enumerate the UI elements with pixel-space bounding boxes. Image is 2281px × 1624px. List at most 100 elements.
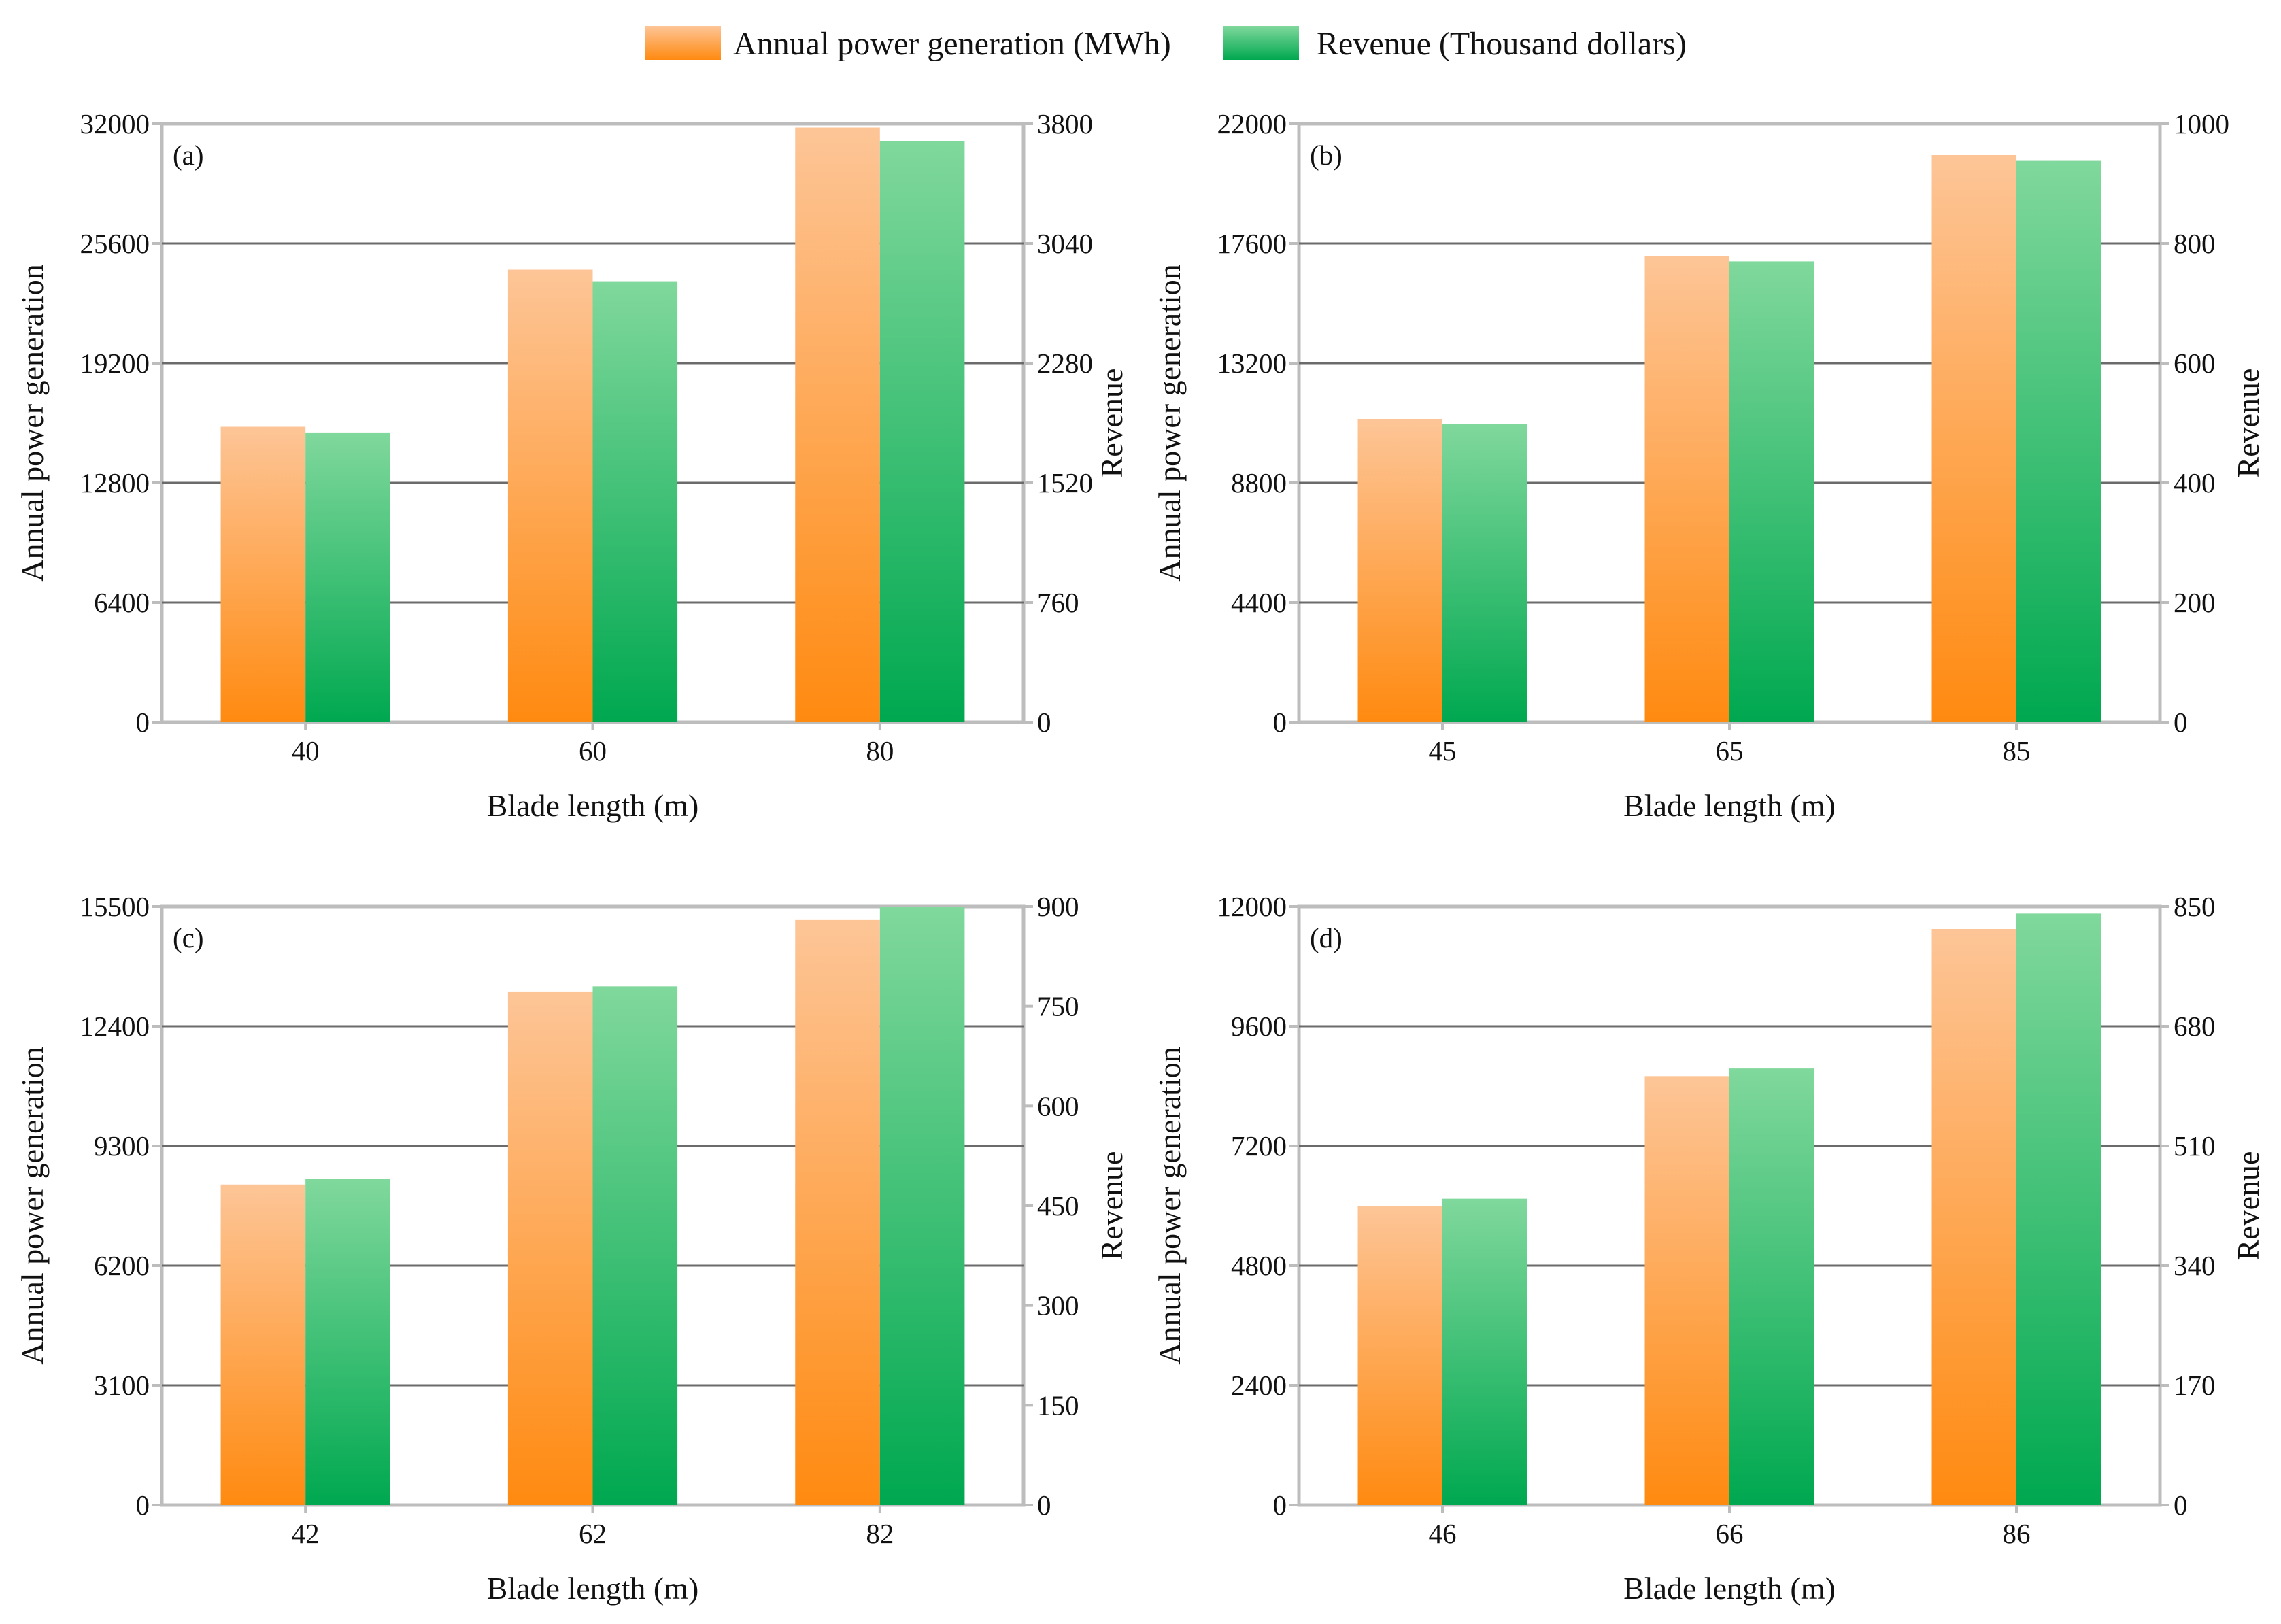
y-axis-title-left: Annual power generation (1152, 1047, 1187, 1365)
x-axis-title: Blade length (m) (487, 788, 699, 823)
bar-power (220, 1184, 306, 1505)
bar-power (1931, 929, 2016, 1505)
left-tick-label: 9300 (94, 1130, 150, 1162)
legend-swatch-revenue (1223, 26, 1299, 60)
right-tick-label: 2280 (1037, 348, 1093, 379)
left-tick-label: 25600 (80, 228, 150, 259)
right-tick-label: 900 (1037, 891, 1079, 922)
bar-revenue (2016, 160, 2101, 722)
left-tick-label: 8800 (1231, 467, 1287, 498)
right-tick-label: 0 (2174, 1489, 2188, 1521)
bar-power (1644, 1076, 1729, 1505)
right-tick-label: 150 (1037, 1389, 1079, 1421)
bar-power (1644, 256, 1729, 722)
x-tick-label: 46 (1429, 1518, 1457, 1549)
right-tick-label: 0 (2174, 707, 2188, 738)
x-tick-label: 86 (2003, 1518, 2031, 1549)
y-axis-title-right: Revenue (2231, 1151, 2265, 1261)
right-tick-label: 760 (1037, 587, 1079, 618)
x-tick-label: 42 (292, 1518, 320, 1549)
chart-panel-1: 0 6400 12800 19200 25600 32000 0 760 1520 2280 304… (15, 108, 1129, 823)
x-tick-label: 65 (1716, 735, 1744, 766)
x-tick-label: 66 (1716, 1518, 1744, 1549)
right-tick-label: 450 (1037, 1190, 1079, 1221)
left-tick-label: 13200 (1217, 348, 1287, 379)
bar-revenue (1729, 261, 1814, 722)
left-tick-label: 12400 (80, 1011, 150, 1042)
x-tick-label: 40 (292, 735, 320, 766)
left-tick-label: 9600 (1231, 1011, 1287, 1042)
bar-power (1357, 1206, 1442, 1505)
legend: Annual power generation (MWh) Revenue (T… (645, 26, 1687, 62)
left-tick-label: 22000 (1217, 108, 1287, 139)
left-tick-label: 15500 (80, 891, 150, 922)
bar-revenue (1729, 1068, 1814, 1505)
x-axis-title: Blade length (m) (487, 1571, 699, 1606)
left-tick-label: 0 (136, 1489, 150, 1521)
panel-label: (b) (1310, 139, 1342, 171)
chart-panel-3: 0 3100 6200 9300 12400 15500 0 150 300 450 600 750 9… (15, 891, 1129, 1606)
left-tick-label: 12000 (1217, 891, 1287, 922)
left-tick-label: 0 (1273, 707, 1287, 738)
chart-panels: 0 6400 12800 19200 25600 32000 0 760 1520 2280 304… (15, 108, 2265, 1606)
chart-panel-4: 0 2400 4800 7200 9600 12000 0 170 340 510 680 850 46… (1152, 891, 2265, 1606)
bar-revenue (592, 281, 678, 722)
right-tick-label: 850 (2174, 891, 2216, 922)
panel-label: (a) (173, 139, 204, 171)
right-tick-label: 3800 (1037, 108, 1093, 139)
right-tick-label: 3040 (1037, 228, 1093, 259)
x-tick-label: 85 (2003, 735, 2031, 766)
left-tick-label: 3100 (94, 1370, 150, 1401)
bar-revenue (592, 986, 678, 1505)
right-tick-label: 300 (1037, 1290, 1079, 1321)
right-tick-label: 600 (2174, 348, 2216, 379)
right-tick-label: 0 (1037, 707, 1051, 738)
left-tick-label: 0 (1273, 1489, 1287, 1521)
legend-label-power: Annual power generation (MWh) (733, 26, 1171, 62)
bar-power (795, 127, 880, 722)
bar-revenue (305, 432, 390, 722)
right-tick-label: 400 (2174, 467, 2216, 498)
y-axis-title-right: Revenue (2231, 369, 2265, 478)
x-tick-label: 45 (1429, 735, 1457, 766)
chart-panel-2: 0 4400 8800 13200 17600 22000 0 200 400 600 800 100… (1152, 108, 2265, 823)
left-tick-label: 0 (136, 707, 150, 738)
left-tick-label: 17600 (1217, 228, 1287, 259)
left-tick-label: 12800 (80, 467, 150, 498)
x-tick-label: 82 (866, 1518, 894, 1549)
right-tick-label: 510 (2174, 1130, 2216, 1162)
left-tick-label: 6400 (94, 587, 150, 618)
y-axis-title-right: Revenue (1094, 1151, 1129, 1261)
right-tick-label: 200 (2174, 587, 2216, 618)
bar-power (507, 269, 593, 722)
y-axis-title-left: Annual power generation (1152, 264, 1187, 582)
bar-revenue (1442, 1198, 1527, 1505)
left-tick-label: 2400 (1231, 1370, 1287, 1401)
bar-power (507, 991, 593, 1505)
left-tick-label: 6200 (94, 1250, 150, 1281)
left-tick-label: 32000 (80, 108, 150, 139)
bar-power (220, 426, 306, 722)
bar-revenue (1442, 424, 1527, 722)
panel-label: (d) (1310, 922, 1342, 953)
bar-revenue (2016, 913, 2101, 1505)
right-tick-label: 1000 (2174, 108, 2229, 139)
bar-power (795, 919, 880, 1505)
x-axis-title: Blade length (m) (1623, 788, 1836, 823)
bar-revenue (879, 141, 965, 722)
y-axis-title-left: Annual power generation (15, 1047, 50, 1365)
right-tick-label: 0 (1037, 1489, 1051, 1521)
right-tick-label: 1520 (1037, 467, 1093, 498)
y-axis-title-left: Annual power generation (15, 264, 50, 582)
bar-power (1357, 419, 1442, 722)
right-tick-label: 600 (1037, 1090, 1079, 1121)
right-tick-label: 680 (2174, 1011, 2216, 1042)
bar-power (1931, 155, 2016, 722)
left-tick-label: 4400 (1231, 587, 1287, 618)
legend-label-revenue: Revenue (Thousand dollars) (1317, 26, 1687, 62)
right-tick-label: 750 (1037, 991, 1079, 1022)
x-tick-label: 80 (866, 735, 894, 766)
x-tick-label: 60 (579, 735, 607, 766)
x-axis-title: Blade length (m) (1623, 1571, 1836, 1606)
